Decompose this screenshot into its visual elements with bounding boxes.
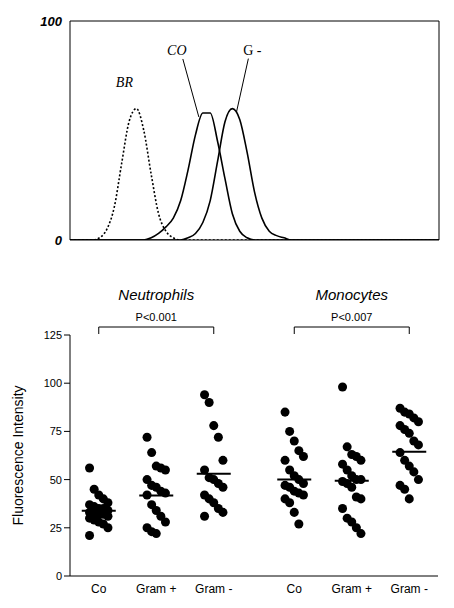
svg-text:75: 75 [50,425,62,437]
svg-text:P<0.007: P<0.007 [331,311,372,323]
svg-text:Neutrophils: Neutrophils [118,286,194,303]
svg-text:Fluorescence Intensity: Fluorescence Intensity [10,385,26,525]
svg-text:BR: BR [116,75,134,90]
svg-text:G -: G - [243,43,262,58]
svg-text:Co: Co [287,582,303,596]
svg-text:100: 100 [44,377,62,389]
svg-text:Gram +: Gram + [332,582,372,596]
svg-text:100: 100 [40,14,62,29]
svg-text:0: 0 [56,570,62,582]
svg-text:Gram -: Gram - [391,582,428,596]
svg-text:Gram +: Gram + [136,582,176,596]
svg-text:50: 50 [50,474,62,486]
svg-text:Co: Co [91,582,107,596]
svg-text:125: 125 [44,329,62,341]
svg-text:Gram -: Gram - [195,582,232,596]
svg-text:CO: CO [167,43,186,58]
svg-text:P<0.001: P<0.001 [136,311,177,323]
svg-text:25: 25 [50,522,62,534]
svg-text:Monocytes: Monocytes [315,286,388,303]
svg-text:0: 0 [55,233,63,248]
